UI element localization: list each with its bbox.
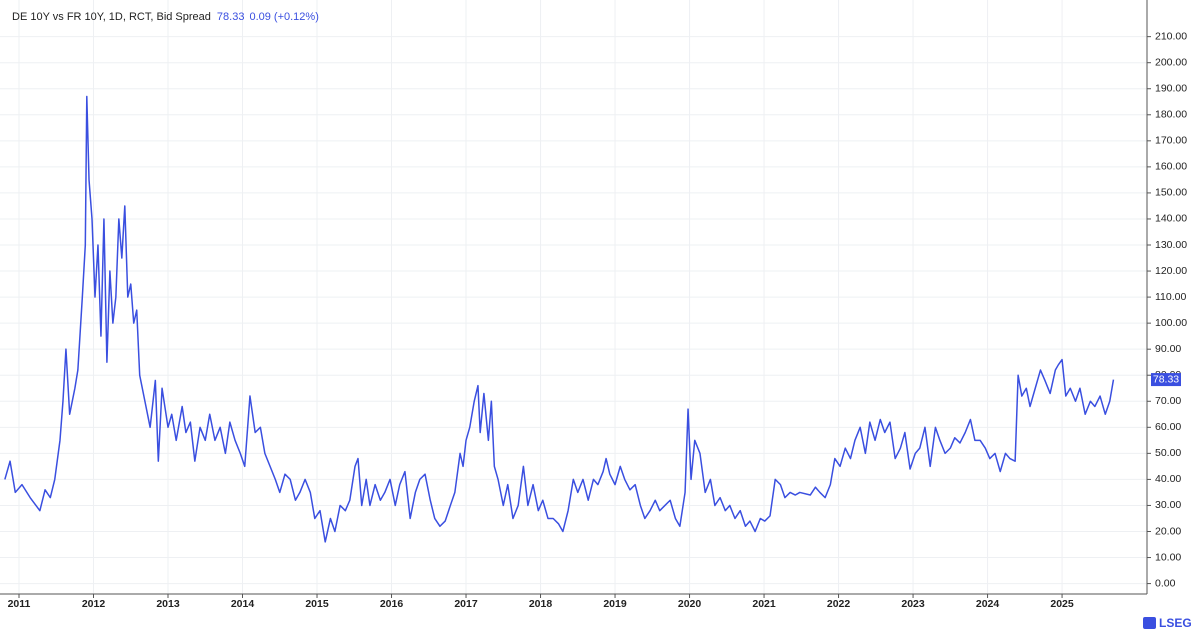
grid [0, 0, 1147, 594]
change: 0.09 (+0.12%) [249, 11, 318, 23]
series-line [4, 95, 1115, 543]
y-tick-label: 40.00 [1155, 473, 1181, 485]
x-tick-label: 2024 [976, 598, 1000, 610]
last-value: 78.33 [217, 11, 245, 23]
x-tick-label: 2022 [827, 598, 851, 610]
brand: LSEG [1159, 616, 1192, 630]
y-tick-label: 50.00 [1155, 447, 1181, 459]
y-tick-label: 70.00 [1155, 395, 1181, 407]
y-tick-label: 60.00 [1155, 421, 1181, 433]
y-tick-label: 10.00 [1155, 551, 1181, 563]
y-tick-label: 130.00 [1155, 239, 1187, 251]
y-tick-label: 160.00 [1155, 161, 1187, 173]
y-tick-label: 110.00 [1155, 291, 1186, 303]
y-tick-label: 100.00 [1155, 317, 1187, 329]
y-tick-label: 210.00 [1155, 30, 1187, 42]
y-tick-label: 180.00 [1155, 109, 1187, 121]
x-tick-label: 2025 [1050, 598, 1074, 610]
last-price-label: 78.33 [1153, 373, 1179, 385]
last-price-tag [1151, 373, 1181, 387]
brand-icon [1143, 617, 1156, 629]
y-tick-label: 30.00 [1155, 499, 1181, 511]
x-tick-label: 2021 [752, 598, 776, 610]
x-tick-label: 2017 [454, 598, 478, 610]
x-tick-label: 2011 [8, 598, 31, 610]
x-tick-label: 2023 [901, 598, 925, 610]
x-tick-label: 2016 [380, 598, 404, 610]
y-tick-label: 140.00 [1155, 213, 1187, 225]
y-tick-label: 150.00 [1155, 187, 1187, 199]
y-tick-label: 120.00 [1155, 265, 1187, 277]
y-tick-label: 0.00 [1155, 577, 1176, 589]
x-tick-label: 2019 [603, 598, 627, 610]
y-tick-label: 190.00 [1155, 83, 1187, 95]
chart-title: DE 10Y vs FR 10Y, 1D, RCT, Bid Spread [12, 11, 211, 23]
x-tick-label: 2012 [82, 598, 106, 610]
y-tick-label: 200.00 [1155, 56, 1187, 68]
plot-area [4, 95, 1115, 543]
x-tick-label: 2015 [305, 598, 329, 610]
x-tick-label: 2013 [156, 598, 180, 610]
y-tick-label: 90.00 [1155, 343, 1181, 355]
x-tick-label: 2020 [678, 598, 702, 610]
x-tick-label: 2014 [231, 598, 255, 610]
y-tick-label: 170.00 [1155, 135, 1187, 147]
y-tick-label: 20.00 [1155, 525, 1181, 537]
x-tick-label: 2018 [529, 598, 553, 610]
